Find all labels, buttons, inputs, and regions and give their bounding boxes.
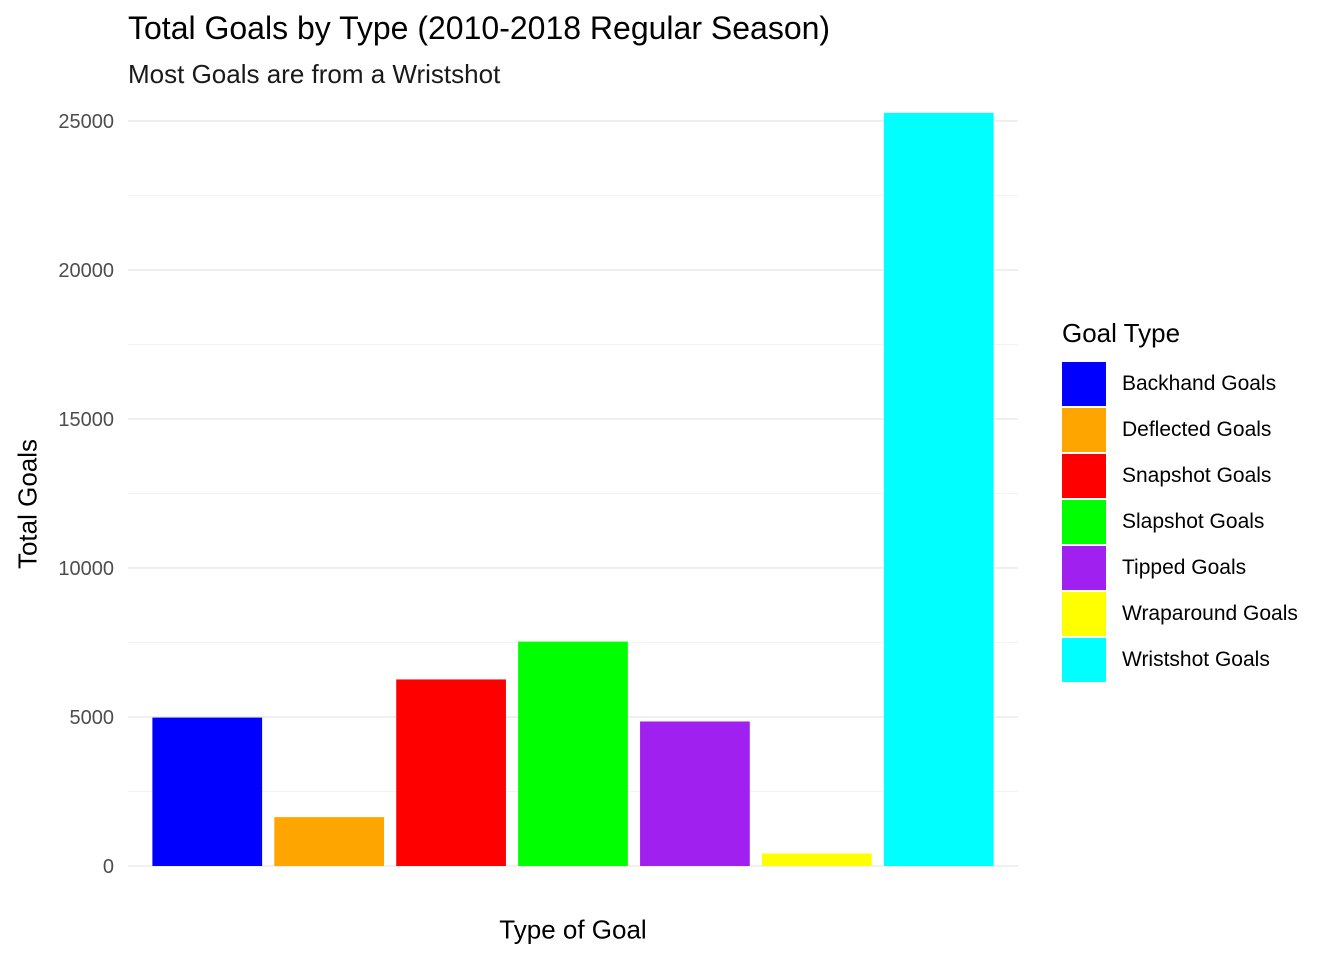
- y-axis-ticks: 0 5000 10000 15000 20000 25000: [58, 111, 114, 878]
- x-axis-label: Type of Goal: [499, 914, 647, 945]
- legend-label: Tipped Goals: [1122, 556, 1247, 579]
- legend: Goal Type Backhand Goals Deflected Goals S…: [1062, 318, 1298, 683]
- legend-item: Snapshot Goals: [1062, 453, 1298, 499]
- legend-item: Wraparound Goals: [1062, 591, 1298, 637]
- bar-wraparound-goals: [761, 853, 872, 866]
- chart-subtitle: Most Goals are from a Wristshot: [128, 59, 501, 89]
- bar-deflected-goals: [274, 817, 385, 866]
- legend-swatch: [1062, 454, 1106, 498]
- y-tick-label: 20000: [58, 260, 114, 282]
- legend-label: Wraparound Goals: [1122, 602, 1298, 625]
- legend-label: Snapshot Goals: [1122, 464, 1272, 487]
- bar-wristshot-goals: [883, 112, 994, 867]
- bar-slapshot-goals: [518, 641, 628, 866]
- legend-swatch: [1062, 408, 1106, 452]
- legend-label: Wristshot Goals: [1122, 648, 1270, 671]
- legend-item: Deflected Goals: [1062, 407, 1298, 453]
- legend-swatch: [1062, 638, 1106, 682]
- y-tick-label: 5000: [70, 707, 115, 729]
- legend-item: Wristshot Goals: [1062, 637, 1298, 683]
- legend-swatch: [1062, 500, 1106, 544]
- legend-item: Tipped Goals: [1062, 545, 1298, 591]
- legend-label: Deflected Goals: [1122, 418, 1272, 441]
- legend-label: Slapshot Goals: [1122, 510, 1265, 533]
- legend-swatch: [1062, 362, 1106, 406]
- bars: [152, 112, 994, 867]
- bar-tipped-goals: [640, 721, 750, 866]
- legend-item: Slapshot Goals: [1062, 499, 1298, 545]
- bar-snapshot-goals: [396, 679, 506, 866]
- legend-swatch: [1062, 546, 1106, 590]
- legend-label: Backhand Goals: [1122, 372, 1277, 395]
- legend-title: Goal Type: [1062, 318, 1181, 348]
- legend-swatch: [1062, 592, 1106, 636]
- chart-title: Total Goals by Type (2010-2018 Regular S…: [128, 10, 831, 46]
- y-tick-label: 25000: [58, 111, 114, 133]
- y-tick-label: 0: [103, 856, 114, 878]
- y-tick-label: 15000: [58, 409, 114, 431]
- legend-items: Backhand Goals Deflected Goals Snapshot Go…: [1062, 361, 1298, 683]
- bar-backhand-goals: [152, 717, 263, 866]
- y-tick-label: 10000: [58, 558, 114, 580]
- legend-item: Backhand Goals: [1062, 361, 1298, 407]
